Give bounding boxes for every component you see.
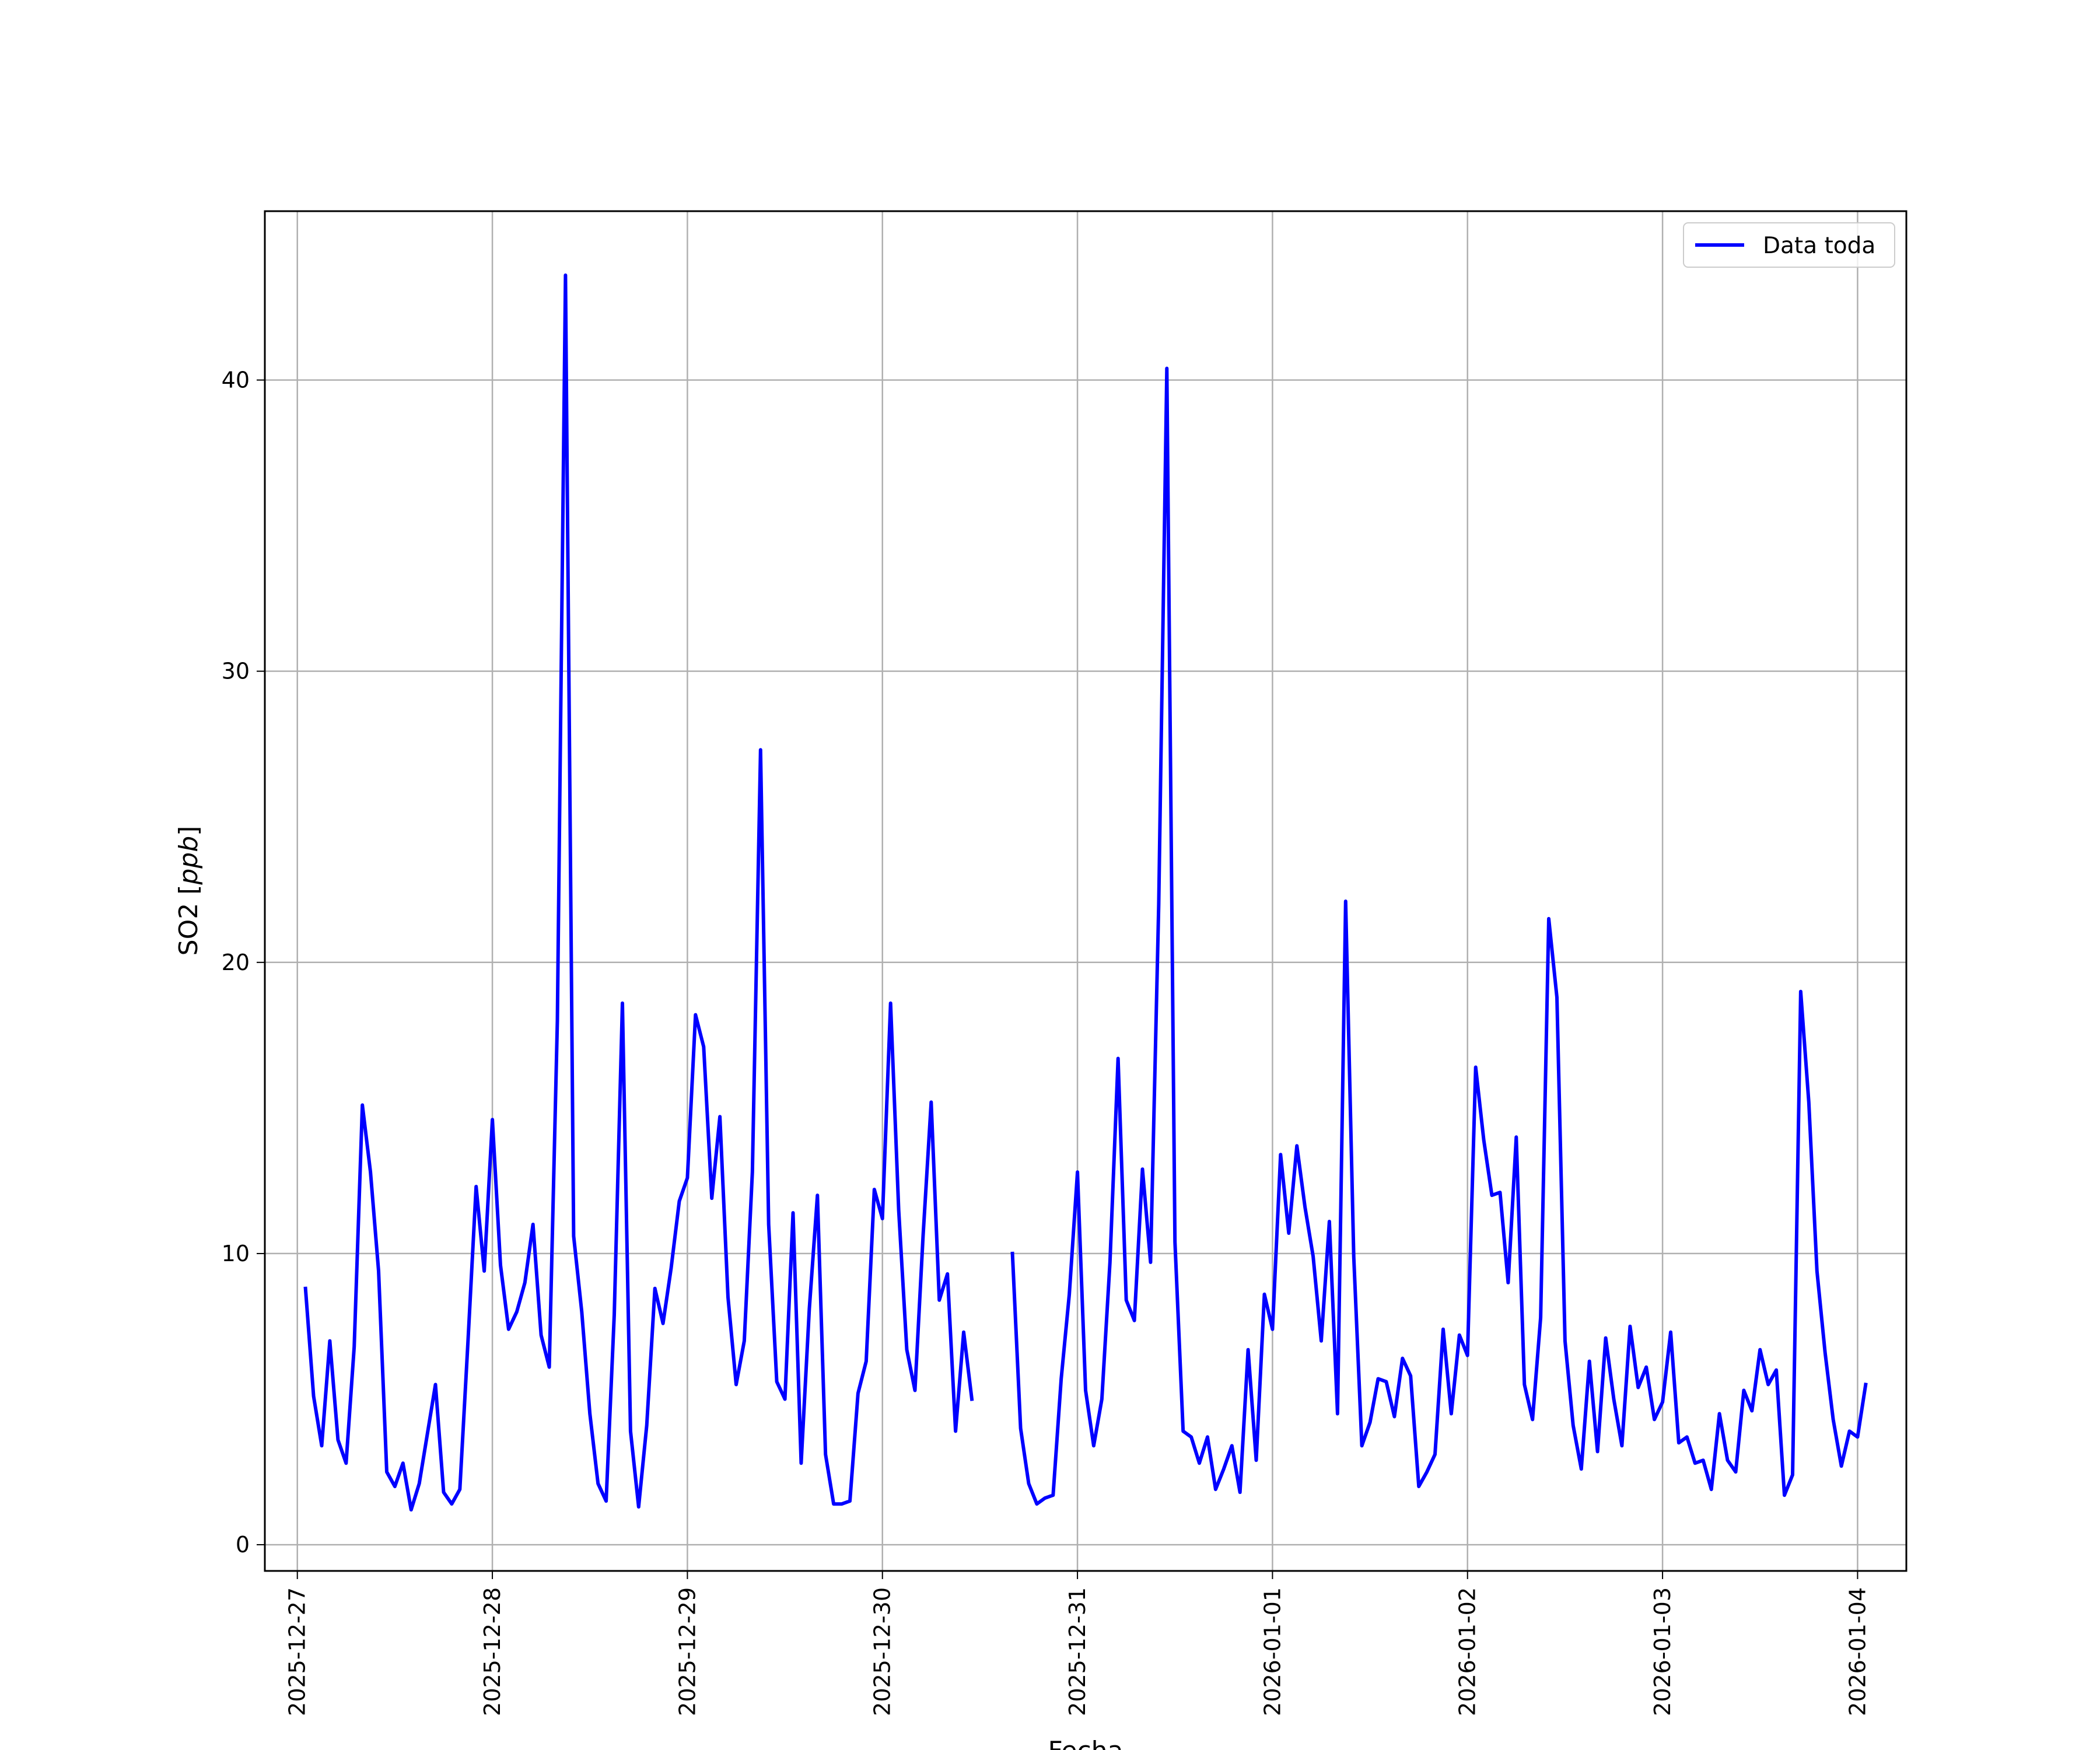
x-tick-label-3: 2025-12-30 — [870, 1587, 895, 1716]
y-tick-label-0: 0 — [236, 1532, 250, 1558]
y-tick-label-3: 30 — [222, 659, 250, 684]
series-line-0 — [303, 273, 1868, 1512]
y-tick-label-1: 10 — [222, 1241, 250, 1266]
x-tick-label-1: 2025-12-28 — [480, 1587, 505, 1716]
data-series-lines — [303, 273, 1868, 1512]
x-tick-label-5: 2026-01-01 — [1259, 1587, 1285, 1716]
legend: Data toda — [1683, 222, 1895, 268]
x-tick-label-8: 2026-01-04 — [1845, 1587, 1870, 1716]
y-axis-label-suffix: ] — [174, 826, 204, 836]
legend-box — [1683, 222, 1895, 268]
y-axis-label: SO2 [ppb] — [174, 826, 204, 956]
plot-frame — [264, 210, 1908, 1572]
x-axis-label: Fecha — [1048, 1736, 1123, 1750]
x-tick-label-4: 2025-12-31 — [1065, 1587, 1090, 1716]
y-axis-label-unit: ppb — [174, 836, 204, 886]
y-axis-label-prefix: SO2 [ — [174, 885, 204, 956]
x-tick-label-6: 2026-01-02 — [1455, 1587, 1480, 1716]
legend-label-data-toda: Data toda — [1763, 233, 1875, 259]
x-tick-label-0: 2025-12-27 — [285, 1587, 310, 1716]
x-tick-label-7: 2026-01-03 — [1650, 1587, 1675, 1716]
axis-ticks: 2025-12-27 2025-12-28 2025-12-29 2025-12-30… — [222, 368, 1871, 1716]
x-tick-label-2: 2025-12-29 — [674, 1587, 700, 1716]
y-tick-label-2: 20 — [222, 950, 250, 975]
y-tick-label-4: 40 — [222, 368, 250, 393]
